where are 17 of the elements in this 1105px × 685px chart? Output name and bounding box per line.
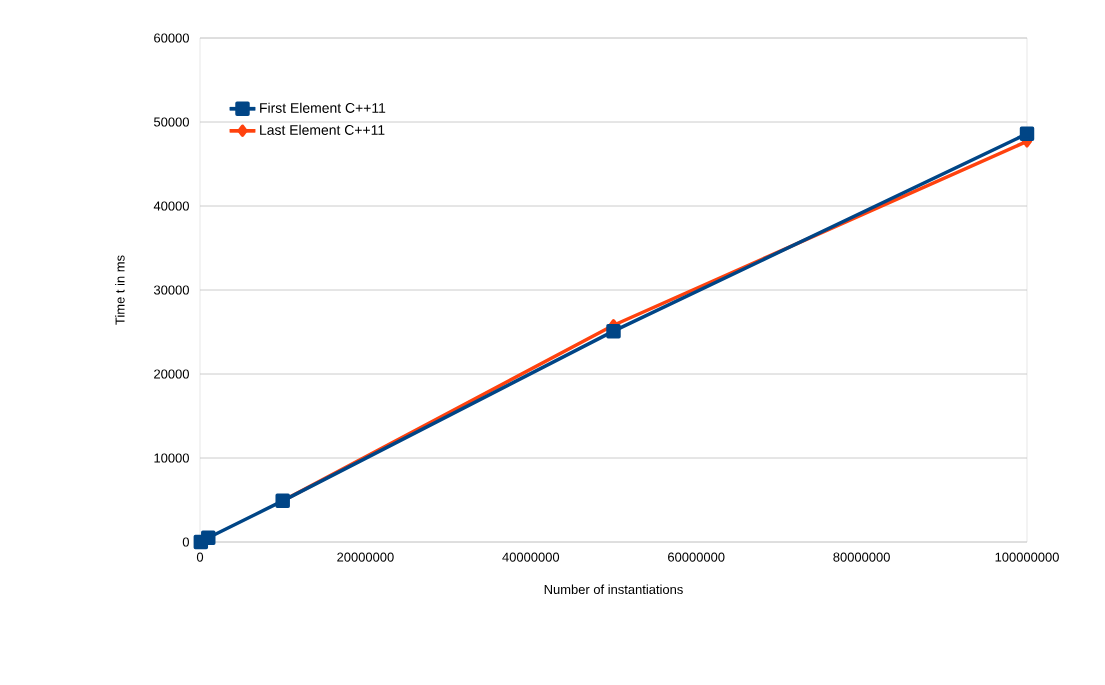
y-tick-label: 10000 (154, 453, 189, 463)
y-tick-label: 0 (182, 537, 189, 547)
legend-label: Last Element C++11 (260, 124, 385, 135)
y-axis-title: Time t in ms (115, 255, 125, 325)
x-tick-label: 100000000 (995, 552, 1059, 562)
legend-label: First Element C++11 (260, 102, 386, 113)
x-tick-label: 60000000 (668, 552, 725, 562)
y-tick-label: 20000 (154, 369, 189, 379)
x-tick-label: 80000000 (833, 552, 890, 562)
x-tick-label: 20000000 (337, 552, 394, 562)
y-tick-label: 50000 (153, 117, 189, 127)
y-tick-label: 30000 (153, 285, 189, 295)
x-tick-label: 40000000 (502, 552, 560, 562)
x-axis-title: Number of instantiations (544, 584, 683, 595)
x-tick-label: 0 (196, 552, 204, 562)
y-tick-label: 40000 (153, 201, 189, 211)
y-tick-label: 60000 (154, 33, 189, 43)
